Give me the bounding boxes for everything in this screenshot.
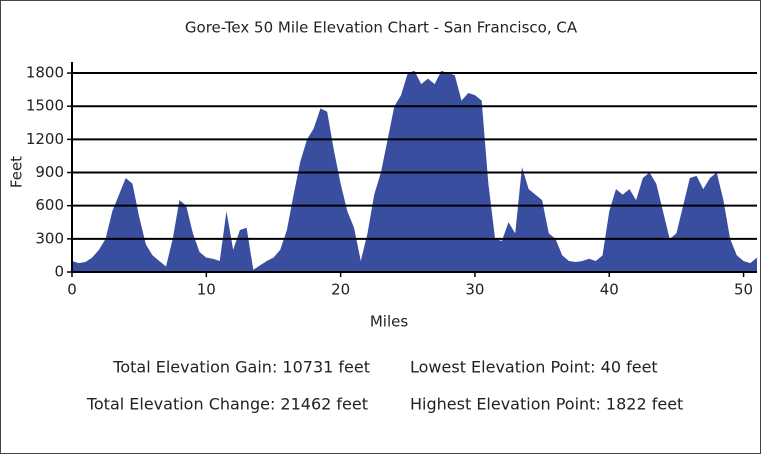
y-tick-label: 0: [54, 263, 64, 281]
y-tick-label: 600: [35, 196, 64, 214]
y-tick-label: 1800: [26, 64, 64, 82]
y-tick-label: 300: [35, 229, 64, 247]
x-tick-label: 10: [197, 281, 216, 299]
y-tick-label: 1200: [26, 130, 64, 148]
x-tick-label: 40: [600, 281, 619, 299]
x-tick-label: 30: [465, 281, 484, 299]
elevation-area: [72, 70, 757, 272]
x-tick-label: 20: [331, 281, 350, 299]
y-tick-label: 1500: [26, 97, 64, 115]
x-tick-label: 50: [734, 281, 753, 299]
annotation: Total Elevation Change: 21462 feet: [86, 395, 368, 414]
y-tick-label: 900: [35, 163, 64, 181]
x-axis-label: Miles: [370, 313, 409, 331]
chart-title: Gore-Tex 50 Mile Elevation Chart - San F…: [185, 19, 578, 37]
x-tick-label: 0: [67, 281, 77, 299]
annotation: Total Elevation Gain: 10731 feet: [112, 358, 370, 377]
annotation: Lowest Elevation Point: 40 feet: [410, 358, 658, 377]
annotation: Highest Elevation Point: 1822 feet: [410, 395, 683, 414]
y-axis-label: Feet: [8, 156, 26, 188]
